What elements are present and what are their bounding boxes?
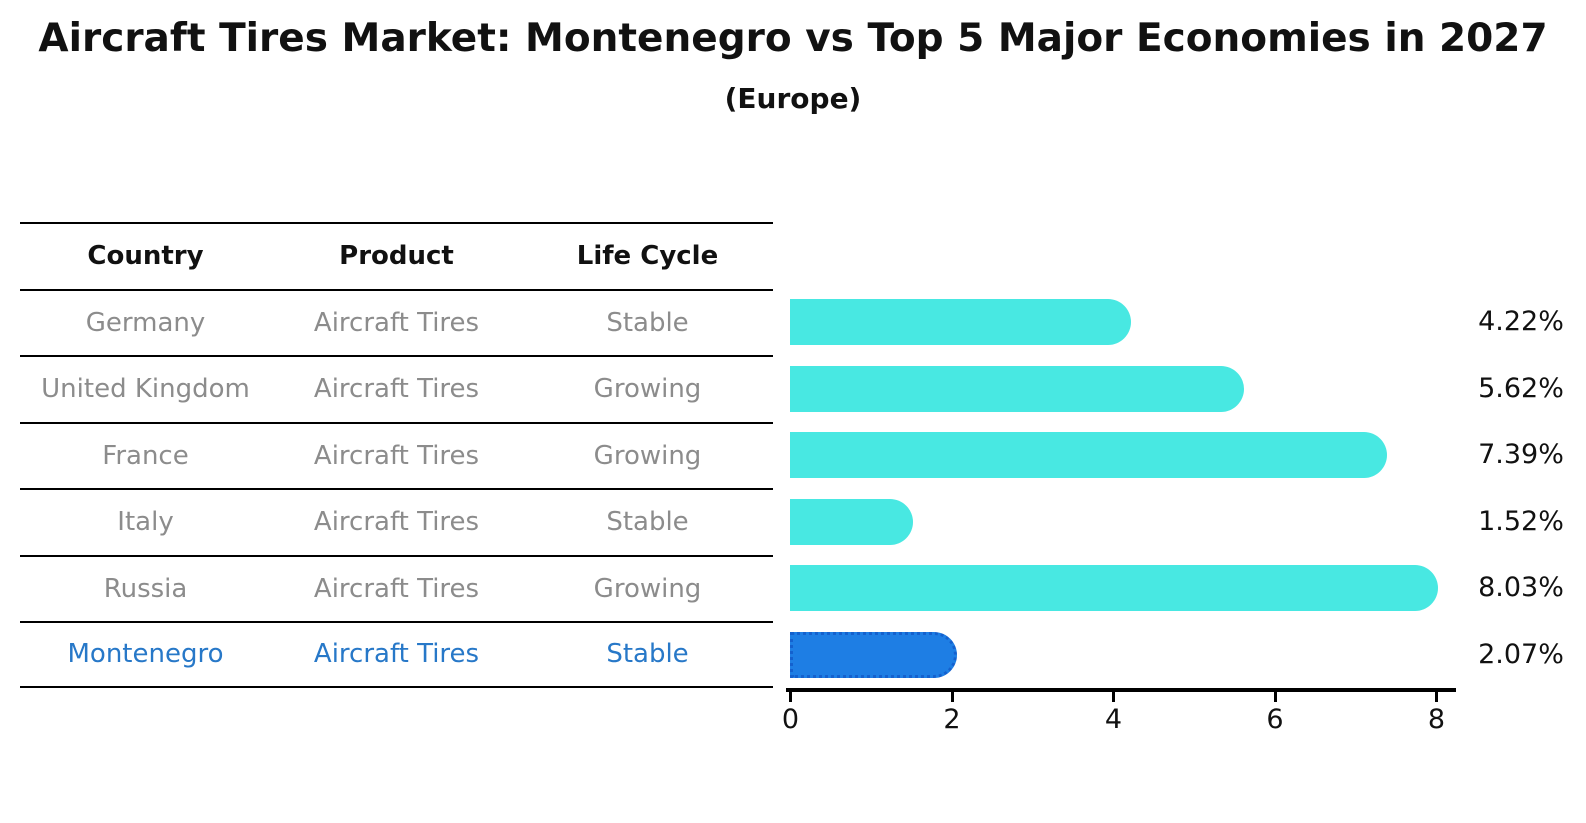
- x-tick-4: [1112, 692, 1115, 702]
- cell-life-cycle: Stable: [606, 307, 689, 338]
- x-tick-6: [1273, 692, 1277, 702]
- cell-country: France: [102, 440, 189, 471]
- table-row-germany: Germany Aircraft Tires Stable: [20, 288, 773, 356]
- cell-product: Aircraft Tires: [313, 573, 480, 604]
- bar-italy: [790, 498, 913, 545]
- value-label-france: 7.39%: [1478, 439, 1564, 470]
- cell-life-cycle: Stable: [606, 639, 689, 670]
- cell-product: Aircraft Tires: [313, 440, 480, 471]
- cell-country: Italy: [117, 507, 174, 538]
- value-label-germany: 4.22%: [1478, 306, 1564, 337]
- table-header-row: Country Product Life Cycle: [20, 222, 773, 289]
- x-tick-0: [789, 692, 792, 702]
- x-tick-label-4: 4: [1104, 704, 1123, 735]
- table-row-italy: Italy Aircraft Tires Stable: [20, 488, 773, 555]
- x-tick-label-6: 6: [1266, 704, 1284, 735]
- cell-country: Germany: [85, 307, 206, 338]
- cell-life-cycle: Stable: [606, 507, 689, 538]
- x-tick-label-8: 8: [1427, 704, 1446, 735]
- cell-product: Aircraft Tires: [313, 507, 480, 538]
- value-label-montenegro: 2.07%: [1478, 638, 1564, 670]
- x-tick-label-2: 2: [943, 704, 961, 735]
- table-row-montenegro: Montenegro Aircraft Tires Stable: [20, 621, 773, 688]
- cell-product: Aircraft Tires: [313, 639, 480, 670]
- x-tick-label-0: 0: [781, 704, 800, 735]
- cell-product: Aircraft Tires: [313, 374, 480, 405]
- cell-product: Aircraft Tires: [313, 307, 480, 338]
- bar-united-kingdom: [790, 365, 1244, 412]
- x-tick-8: [1435, 692, 1438, 702]
- value-label-russia: 8.03%: [1478, 572, 1564, 603]
- column-header-country: Country: [87, 241, 204, 272]
- x-axis-line: [786, 688, 1456, 692]
- chart-title: Aircraft Tires Market: Montenegro vs Top…: [38, 16, 1548, 61]
- country-table: Country Product Life Cycle Germany Aircr…: [20, 222, 773, 688]
- cell-country: Montenegro: [67, 639, 224, 670]
- value-label-united-kingdom: 5.62%: [1478, 372, 1564, 404]
- bar-france: [790, 432, 1387, 478]
- table-row-russia: Russia Aircraft Tires Growing: [20, 554, 773, 622]
- cell-life-cycle: Growing: [593, 374, 702, 405]
- column-header-product: Product: [339, 241, 454, 272]
- cell-country: Russia: [103, 573, 188, 604]
- bar-germany: [790, 299, 1131, 345]
- table-row-united-kingdom: United Kingdom Aircraft Tires Growing: [20, 355, 773, 422]
- cell-life-cycle: Growing: [593, 440, 702, 471]
- cell-country: United Kingdom: [41, 374, 250, 405]
- value-label-italy: 1.52%: [1478, 505, 1564, 537]
- chart-subtitle: (Europe): [724, 82, 862, 115]
- cell-life-cycle: Growing: [593, 573, 702, 604]
- bar-montenegro: [790, 631, 958, 678]
- bar-russia: [790, 565, 1439, 611]
- x-tick-2: [950, 692, 954, 702]
- table-row-france: France Aircraft Tires Growing: [20, 421, 773, 489]
- column-header-life-cycle: Life Cycle: [576, 241, 719, 272]
